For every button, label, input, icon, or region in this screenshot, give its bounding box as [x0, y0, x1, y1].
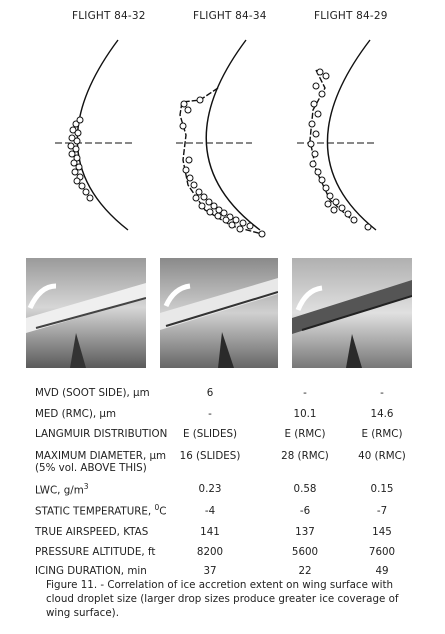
value-langmuir-3: E (RMC): [361, 428, 403, 440]
value-duration-1: 37: [203, 565, 217, 577]
label-maxdiam: MAXIMUM DIAMETER, µm: [35, 450, 167, 462]
value-airspeed-1: 141: [200, 526, 220, 538]
value-med-2: 10.1: [293, 408, 317, 420]
figure-caption: Figure 11. - Correlation of ice accretio…: [46, 579, 399, 619]
value-lwc-2: 0.58: [293, 483, 317, 495]
label-med: MED (RMC), µm: [35, 408, 116, 420]
value-mvd-1: 6: [206, 387, 214, 399]
airfoil-contour-1: [76, 39, 129, 231]
droplet-marks-3: [307, 68, 372, 231]
flight-title-3: FLIGHT 84-29: [314, 10, 388, 22]
value-mvd-2: -: [303, 387, 307, 399]
label-maxdiam-sub: (5% vol. ABOVE THIS): [35, 462, 147, 474]
wing-photo-2: [160, 258, 278, 368]
value-duration-2: 22: [298, 565, 312, 577]
value-lwc-3: 0.15: [370, 483, 394, 495]
value-static-temp-3: -7: [376, 505, 388, 517]
value-maxdiam-1: 16 (SLIDES): [179, 450, 241, 462]
droplet-marks-2: [179, 96, 266, 238]
airfoil-contour-2: [205, 39, 261, 231]
value-altitude-3: 7600: [368, 546, 396, 558]
flight-title-1: FLIGHT 84-32: [72, 10, 146, 22]
value-static-temp-1: -4: [204, 505, 216, 517]
label-airspeed: TRUE AIRSPEED, KTAS: [35, 526, 149, 538]
label-langmuir: LANGMUIR DISTRIBUTION: [35, 428, 168, 440]
value-altitude-1: 8200: [196, 546, 224, 558]
label-static-temp: STATIC TEMPERATURE, 0C: [35, 503, 167, 518]
value-maxdiam-2: 28 (RMC): [281, 450, 329, 462]
value-mvd-3: -: [380, 387, 384, 399]
value-langmuir-1: E (SLIDES): [182, 428, 238, 440]
value-lwc-1: 0.23: [198, 483, 222, 495]
value-airspeed-2: 137: [295, 526, 315, 538]
airfoil-contour-3: [326, 39, 377, 231]
value-airspeed-3: 145: [372, 526, 392, 538]
value-med-3: 14.6: [370, 408, 394, 420]
value-med-1: -: [208, 408, 212, 420]
wing-photo-1: [26, 258, 146, 368]
value-altitude-2: 5600: [291, 546, 319, 558]
ice-outline-3: [309, 69, 353, 221]
label-altitude: PRESSURE ALTITUDE, ft: [35, 546, 156, 558]
label-mvd: MVD (SOOT SIDE), µm: [35, 387, 150, 399]
accretion-diagrams: [55, 39, 377, 238]
droplet-marks-1: [67, 116, 94, 202]
value-maxdiam-3: 40 (RMC): [358, 450, 406, 462]
flight-title-2: FLIGHT 84-34: [193, 10, 267, 22]
value-langmuir-2: E (RMC): [284, 428, 326, 440]
value-duration-3: 49: [375, 565, 389, 577]
label-lwc: LWC, g/m3: [35, 482, 89, 497]
label-duration: ICING DURATION, min: [35, 565, 147, 577]
wing-photo-3: [292, 258, 412, 368]
value-static-temp-2: -6: [299, 505, 311, 517]
